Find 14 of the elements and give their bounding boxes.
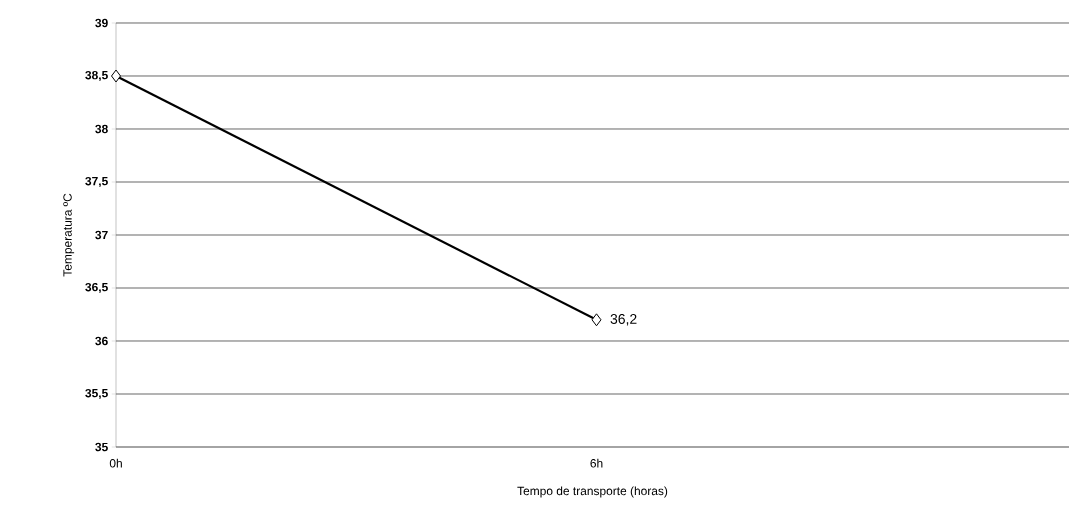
x-tick-label: 0h [109,458,122,468]
y-tick-label: 38 [95,124,108,134]
x-tick-label: 6h [590,458,603,468]
y-tick-label: 36,5 [85,282,108,294]
y-tick-label: 38,5 [85,70,108,82]
y-axis-title: Temperatura ºC [63,193,75,277]
y-tick-label: 35,5 [85,388,108,400]
y-tick-label: 36 [95,336,108,346]
y-tick-label: 37,5 [85,176,108,188]
y-tick-label: 39 [95,18,108,28]
y-tick-label: 35 [95,442,108,452]
y-tick-label: 37 [95,230,108,240]
data-label: 36,2 [610,314,637,326]
x-axis-title: Tempo de transporte (horas) [517,486,668,498]
